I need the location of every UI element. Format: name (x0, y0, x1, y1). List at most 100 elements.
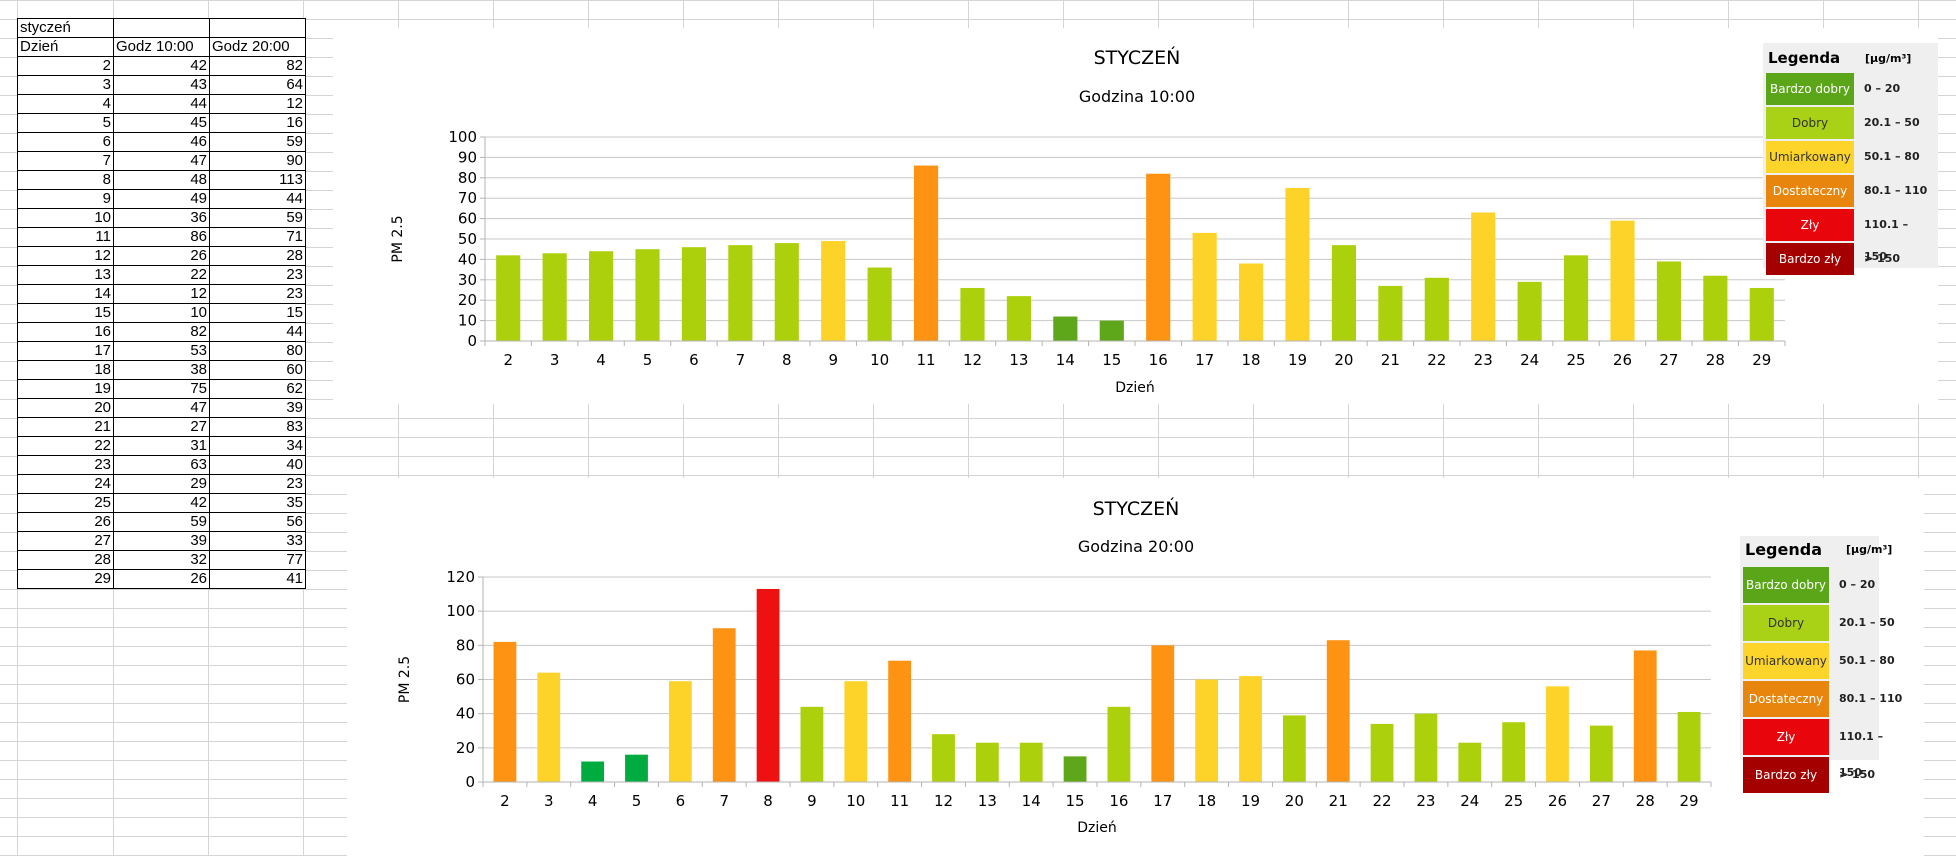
value-20-cell[interactable]: 12 (209, 94, 306, 114)
day-cell[interactable]: 9 (17, 189, 114, 209)
day-cell[interactable]: 17 (17, 341, 114, 361)
value-20-cell[interactable]: 77 (209, 550, 306, 570)
day-cell[interactable]: 16 (17, 322, 114, 342)
value-20-cell[interactable]: 23 (209, 474, 306, 494)
value-20-cell[interactable]: 33 (209, 531, 306, 551)
day-cell[interactable]: 4 (17, 94, 114, 114)
day-cell[interactable]: 24 (17, 474, 114, 494)
value-10-cell[interactable]: 86 (113, 227, 210, 247)
day-cell[interactable]: 25 (17, 493, 114, 513)
empty-cell[interactable] (113, 18, 210, 38)
value-20-cell[interactable]: 59 (209, 208, 306, 228)
value-10-cell[interactable]: 45 (113, 113, 210, 133)
value-10-cell[interactable]: 47 (113, 151, 210, 171)
value-20-cell[interactable]: 23 (209, 265, 306, 285)
chart-10-panel[interactable]: 0 10 20 30 40 50 60 70 80 90 100 2 3 4 5 6 7 8 9 10 11 12 13 14… (333, 28, 1938, 404)
value-20-cell[interactable]: 83 (209, 417, 306, 437)
value-10-cell[interactable]: 22 (113, 265, 210, 285)
value-10-cell[interactable]: 26 (113, 569, 210, 589)
value-20-cell[interactable]: 28 (209, 246, 306, 266)
day-cell[interactable]: 26 (17, 512, 114, 532)
value-20-cell[interactable]: 44 (209, 189, 306, 209)
value-10-cell[interactable]: 38 (113, 360, 210, 380)
value-20-cell[interactable]: 60 (209, 360, 306, 380)
value-10-cell[interactable]: 32 (113, 550, 210, 570)
value-10-cell[interactable]: 42 (113, 56, 210, 76)
day-cell[interactable]: 14 (17, 284, 114, 304)
column-header-20[interactable]: Godz 20:00 (209, 37, 306, 57)
value-20-cell[interactable]: 15 (209, 303, 306, 323)
column-header-10[interactable]: Godz 10:00 (113, 37, 210, 57)
column-header-day[interactable]: Dzień (17, 37, 114, 57)
month-cell[interactable]: styczeń (17, 18, 114, 38)
bar (1146, 173, 1171, 341)
day-cell[interactable]: 5 (17, 113, 114, 133)
day-cell[interactable]: 19 (17, 379, 114, 399)
day-cell[interactable]: 7 (17, 151, 114, 171)
value-20-cell[interactable]: 39 (209, 398, 306, 418)
value-20-cell[interactable]: 56 (209, 512, 306, 532)
value-10-cell[interactable]: 46 (113, 132, 210, 152)
day-cell[interactable]: 27 (17, 531, 114, 551)
value-10-cell[interactable]: 63 (113, 455, 210, 475)
value-10-cell[interactable]: 31 (113, 436, 210, 456)
chart-20-panel[interactable]: 0 20 40 60 80 100 120 2 3 4 5 6 7 8 9 10 11 12 13 14 15 16 17 1… (347, 478, 1924, 856)
day-cell[interactable]: 23 (17, 455, 114, 475)
value-10-cell[interactable]: 48 (113, 170, 210, 190)
day-cell[interactable]: 18 (17, 360, 114, 380)
day-cell[interactable]: 8 (17, 170, 114, 190)
value-20-cell[interactable]: 40 (209, 455, 306, 475)
grid-row-line (0, 437, 1956, 438)
value-20-cell[interactable]: 62 (209, 379, 306, 399)
value-10-cell[interactable]: 10 (113, 303, 210, 323)
value-20-cell[interactable]: 23 (209, 284, 306, 304)
day-cell[interactable]: 22 (17, 436, 114, 456)
legend-title: Legenda (1768, 49, 1841, 67)
day-cell[interactable]: 29 (17, 569, 114, 589)
value-10-cell[interactable]: 27 (113, 417, 210, 437)
day-cell[interactable]: 6 (17, 132, 114, 152)
empty-cell[interactable] (209, 18, 306, 38)
value-20-cell[interactable]: 59 (209, 132, 306, 152)
value-10-cell[interactable]: 82 (113, 322, 210, 342)
value-20-cell[interactable]: 113 (209, 170, 306, 190)
day-cell[interactable]: 2 (17, 56, 114, 76)
value-10-cell[interactable]: 44 (113, 94, 210, 114)
day-cell[interactable]: 20 (17, 398, 114, 418)
value-20-cell[interactable]: 44 (209, 322, 306, 342)
value-10-cell[interactable]: 39 (113, 531, 210, 551)
day-cell[interactable]: 12 (17, 246, 114, 266)
value-10-cell[interactable]: 75 (113, 379, 210, 399)
bar (1589, 725, 1613, 782)
value-10-cell[interactable]: 53 (113, 341, 210, 361)
value-10-cell[interactable]: 47 (113, 398, 210, 418)
value-20-cell[interactable]: 82 (209, 56, 306, 76)
value-10-cell[interactable]: 29 (113, 474, 210, 494)
value-10-cell[interactable]: 49 (113, 189, 210, 209)
day-cell[interactable]: 13 (17, 265, 114, 285)
value-10-cell[interactable]: 42 (113, 493, 210, 513)
x-tick-label: 10 (846, 792, 865, 810)
value-10-cell[interactable]: 43 (113, 75, 210, 95)
day-cell[interactable]: 21 (17, 417, 114, 437)
value-10-cell[interactable]: 59 (113, 512, 210, 532)
day-cell[interactable]: 10 (17, 208, 114, 228)
value-20-cell[interactable]: 35 (209, 493, 306, 513)
value-20-cell[interactable]: 80 (209, 341, 306, 361)
day-cell[interactable]: 15 (17, 303, 114, 323)
bar (1633, 650, 1657, 782)
day-cell[interactable]: 28 (17, 550, 114, 570)
day-cell[interactable]: 11 (17, 227, 114, 247)
value-20-cell[interactable]: 41 (209, 569, 306, 589)
value-10-cell[interactable]: 36 (113, 208, 210, 228)
value-20-cell[interactable]: 90 (209, 151, 306, 171)
value-10-cell[interactable]: 26 (113, 246, 210, 266)
value-20-cell[interactable]: 34 (209, 436, 306, 456)
legend-swatch-label: Bardzo dobry (1766, 73, 1854, 105)
value-20-cell[interactable]: 64 (209, 75, 306, 95)
value-20-cell[interactable]: 71 (209, 227, 306, 247)
value-10-cell[interactable]: 12 (113, 284, 210, 304)
day-cell[interactable]: 3 (17, 75, 114, 95)
value-20-cell[interactable]: 16 (209, 113, 306, 133)
legend-unit: [µg/m³] (1865, 52, 1912, 65)
